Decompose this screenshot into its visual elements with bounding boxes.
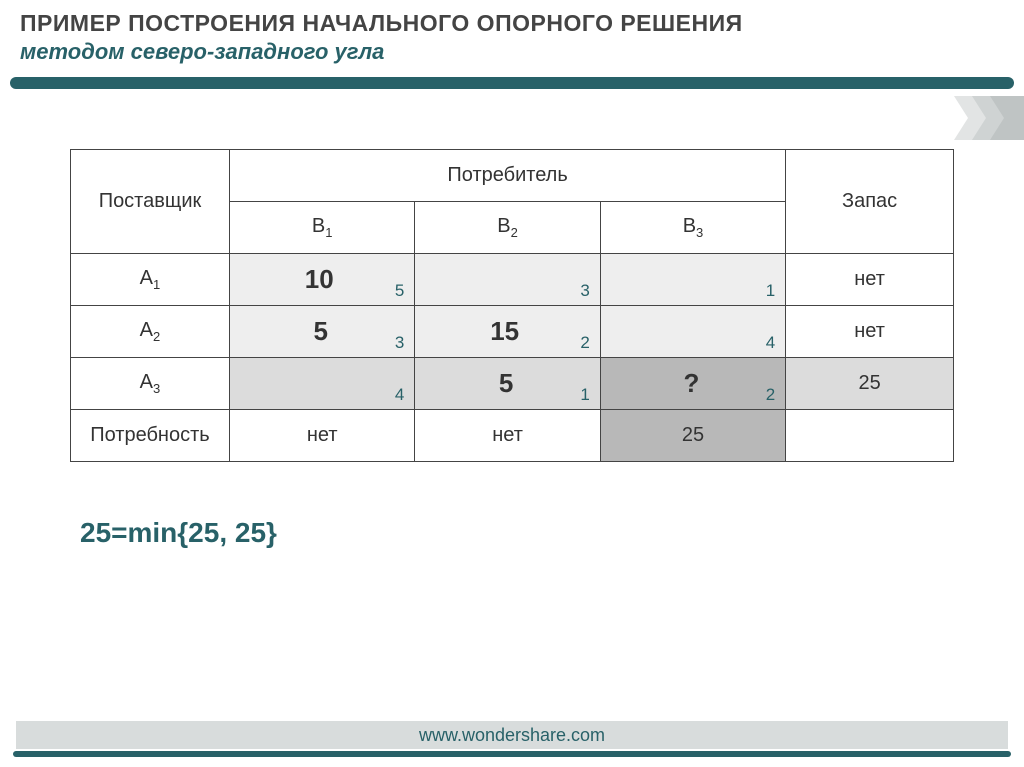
cell-a3b2: 51 — [415, 358, 600, 410]
row-a3-label: A3 — [71, 358, 230, 410]
cell-a2b1: 53 — [229, 306, 414, 358]
header-b1: B1 — [229, 202, 414, 254]
page-title: ПРИМЕР ПОСТРОЕНИЯ НАЧАЛЬНОГО ОПОРНОГО РЕ… — [20, 10, 1004, 37]
cell-demand-stock — [786, 410, 954, 462]
row-demand-label: Потребность — [71, 410, 230, 462]
footer-url: www.wondershare.com — [16, 721, 1008, 749]
chevron-decoration — [954, 96, 1024, 140]
formula-text: 25=min{25, 25} — [70, 517, 954, 549]
cell-a1b3: 1 — [600, 254, 785, 306]
header-b3: B3 — [600, 202, 785, 254]
cell-a1b2: 3 — [415, 254, 600, 306]
cell-demand-b3: 25 — [600, 410, 785, 462]
row-a1-label: A1 — [71, 254, 230, 306]
header-stock: Запас — [786, 150, 954, 254]
footer-bar — [16, 751, 1008, 757]
header-divider — [16, 77, 1008, 89]
transportation-table: Поставщик Потребитель Запас B1 B2 B3 A1 … — [70, 149, 954, 462]
cell-a2-stock: нет — [786, 306, 954, 358]
header-b2: B2 — [415, 202, 600, 254]
cell-a2b3: 4 — [600, 306, 785, 358]
cell-a1b1: 105 — [229, 254, 414, 306]
cell-a2b2: 152 — [415, 306, 600, 358]
cell-a3b3: ?2 — [600, 358, 785, 410]
cell-a3b1: 4 — [229, 358, 414, 410]
cell-a3-stock: 25 — [786, 358, 954, 410]
cell-demand-b1: нет — [229, 410, 414, 462]
header-consumer: Потребитель — [229, 150, 785, 202]
cell-a1-stock: нет — [786, 254, 954, 306]
row-a2-label: A2 — [71, 306, 230, 358]
cell-demand-b2: нет — [415, 410, 600, 462]
page-subtitle: методом северо-западного угла — [20, 39, 1004, 65]
header-supplier: Поставщик — [71, 150, 230, 254]
